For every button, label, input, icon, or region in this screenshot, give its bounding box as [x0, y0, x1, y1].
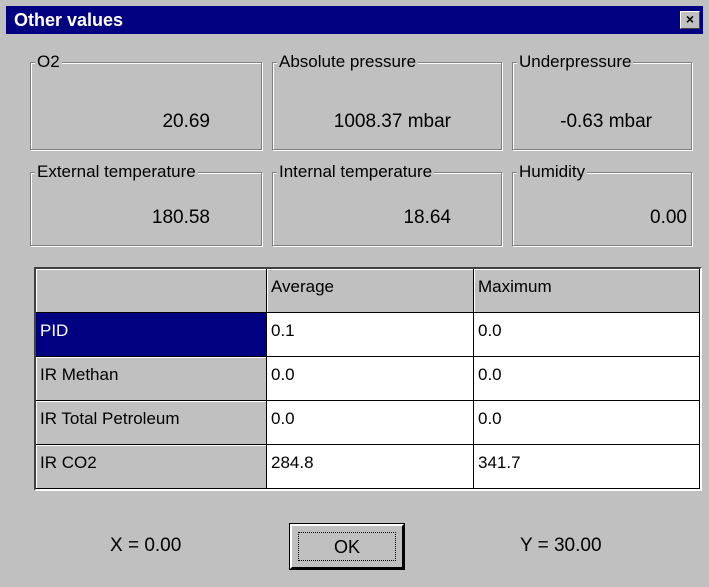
- group-value: 0.00: [650, 207, 687, 228]
- column-header: [36, 269, 267, 313]
- table-cell[interactable]: 284.8: [267, 445, 474, 489]
- table-cell[interactable]: 0.0: [474, 401, 700, 445]
- x-readout: X = 0.00: [110, 535, 182, 556]
- group-value: 20.69: [162, 111, 210, 132]
- group-value: 180.58: [151, 207, 210, 228]
- table-cell[interactable]: 0.0: [267, 357, 474, 401]
- window-title: Other values: [14, 10, 124, 30]
- group-value: -0.63 mbar: [560, 111, 652, 132]
- table-cell[interactable]: 0.0: [474, 313, 700, 357]
- group-label: Absolute pressure: [277, 52, 419, 72]
- ok-button-label[interactable]: OK: [298, 532, 396, 561]
- ok-button[interactable]: OK: [289, 523, 405, 570]
- group-label: Humidity: [517, 162, 588, 182]
- title-bar: Other values ×: [6, 6, 703, 34]
- table-cell[interactable]: 341.7: [474, 445, 700, 489]
- row-header[interactable]: IR Methan: [36, 357, 267, 401]
- values-table: Average Maximum PID 0.1 0.0 IR Methan 0.0 0.0 IR…: [34, 267, 702, 491]
- row-header[interactable]: IR CO2: [36, 445, 267, 489]
- row-header[interactable]: IR Total Petroleum: [36, 401, 267, 445]
- column-header: Maximum: [474, 269, 700, 313]
- y-readout: Y = 30.00: [520, 535, 602, 556]
- group-box: O2 20.69: [30, 52, 262, 150]
- table-cell[interactable]: 0.1: [267, 313, 474, 357]
- group-box: Humidity 0.00: [512, 162, 692, 246]
- group-label: Underpressure: [517, 52, 634, 72]
- group-label: Internal temperature: [277, 162, 435, 182]
- group-box: External temperature 180.58: [30, 162, 262, 246]
- column-header: Average: [267, 269, 474, 313]
- row-header[interactable]: PID: [36, 313, 267, 357]
- group-box: Underpressure -0.63 mbar: [512, 52, 692, 150]
- table-cell[interactable]: 0.0: [474, 357, 700, 401]
- group-label: O2: [35, 52, 62, 72]
- table-cell[interactable]: 0.0: [267, 401, 474, 445]
- close-button[interactable]: ×: [680, 11, 700, 29]
- group-box: Absolute pressure 1008.37 mbar: [272, 52, 502, 150]
- group-label: External temperature: [35, 162, 198, 182]
- group-value: 18.64: [403, 207, 451, 228]
- group-box: Internal temperature 18.64: [272, 162, 502, 246]
- group-value: 1008.37 mbar: [333, 111, 451, 132]
